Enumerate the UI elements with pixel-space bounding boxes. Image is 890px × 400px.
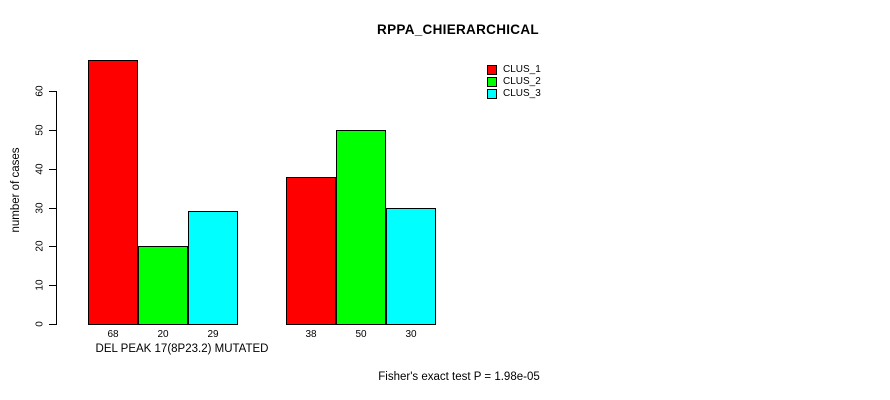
bar-value-label: 20: [157, 329, 169, 340]
bar-clus_1-group2: [286, 177, 336, 325]
y-tick: [49, 91, 56, 93]
y-tick: [49, 324, 56, 325]
y-tick: [49, 168, 56, 170]
y-tick-label: 0: [34, 321, 46, 327]
bar-value-label: 29: [207, 329, 219, 340]
legend-row: CLUS_2: [487, 76, 541, 87]
bar-value-label: 68: [107, 329, 119, 340]
x-axis-title: DEL PEAK 17(8P23.2) MUTATED: [95, 343, 269, 355]
y-axis-line: [56, 91, 57, 325]
y-tick-label: 60: [34, 85, 46, 97]
fisher-test-text: Fisher's exact test P = 1.98e-05: [378, 371, 540, 383]
y-axis-title: number of cases: [10, 147, 22, 233]
legend-row: CLUS_3: [487, 88, 541, 99]
bar-value-label: 30: [405, 329, 417, 340]
y-tick: [49, 285, 56, 287]
legend-swatch-clus_3: [487, 88, 497, 99]
bar-clus_2-group2: [336, 130, 386, 325]
chart-title: RPPA_CHIERARCHICAL: [377, 22, 539, 37]
y-tick-label: 40: [34, 163, 46, 175]
bar-value-label: 50: [355, 329, 367, 340]
legend-swatch-clus_1: [487, 64, 497, 75]
y-tick-label: 30: [34, 202, 46, 214]
y-tick: [49, 246, 56, 248]
legend-row: CLUS_1: [487, 64, 541, 75]
bar-value-label: 38: [305, 329, 317, 340]
bar-clus_2-group1: [138, 246, 188, 325]
legend-label: CLUS_2: [503, 76, 541, 87]
bar-clus_3-group2: [386, 208, 436, 325]
y-tick: [49, 207, 56, 209]
y-tick-label: 50: [34, 124, 46, 136]
y-tick-label: 20: [34, 240, 46, 252]
legend-swatch-clus_2: [487, 76, 497, 87]
bar-clus_3-group1: [188, 211, 238, 325]
y-tick: [49, 130, 56, 131]
legend-label: CLUS_3: [503, 88, 541, 99]
bar-clus_1-group1: [88, 60, 138, 325]
legend: CLUS_1 CLUS_2 CLUS_3: [487, 64, 541, 100]
y-tick-label: 10: [34, 279, 46, 291]
legend-label: CLUS_1: [503, 64, 541, 75]
